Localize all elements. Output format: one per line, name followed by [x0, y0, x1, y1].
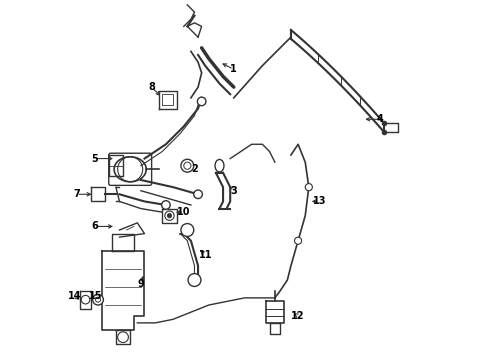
- Polygon shape: [102, 251, 144, 330]
- Circle shape: [197, 97, 205, 106]
- Text: 15: 15: [89, 291, 102, 301]
- FancyBboxPatch shape: [108, 153, 151, 185]
- Text: 11: 11: [198, 250, 211, 260]
- Circle shape: [305, 184, 312, 191]
- Text: 12: 12: [291, 311, 304, 321]
- Text: 9: 9: [137, 279, 144, 289]
- Text: 7: 7: [73, 189, 80, 199]
- Circle shape: [162, 201, 170, 209]
- Circle shape: [193, 190, 202, 199]
- Text: 2: 2: [191, 164, 198, 174]
- Circle shape: [294, 237, 301, 244]
- Polygon shape: [119, 223, 144, 237]
- Circle shape: [95, 297, 101, 302]
- Text: 1: 1: [230, 64, 237, 74]
- Text: 3: 3: [230, 186, 237, 196]
- Text: 14: 14: [68, 291, 81, 301]
- Text: 13: 13: [312, 197, 325, 206]
- Circle shape: [181, 159, 193, 172]
- Text: 6: 6: [91, 221, 98, 231]
- Text: 5: 5: [91, 154, 98, 163]
- Circle shape: [181, 224, 193, 237]
- Text: 8: 8: [148, 82, 155, 92]
- Circle shape: [188, 274, 201, 287]
- Polygon shape: [265, 301, 283, 323]
- Circle shape: [118, 332, 128, 342]
- Circle shape: [81, 296, 90, 304]
- Circle shape: [164, 211, 174, 220]
- Circle shape: [93, 294, 103, 305]
- Circle shape: [167, 213, 171, 218]
- Ellipse shape: [215, 159, 224, 172]
- Text: 10: 10: [177, 207, 190, 217]
- Text: 4: 4: [376, 114, 383, 124]
- Circle shape: [183, 162, 190, 169]
